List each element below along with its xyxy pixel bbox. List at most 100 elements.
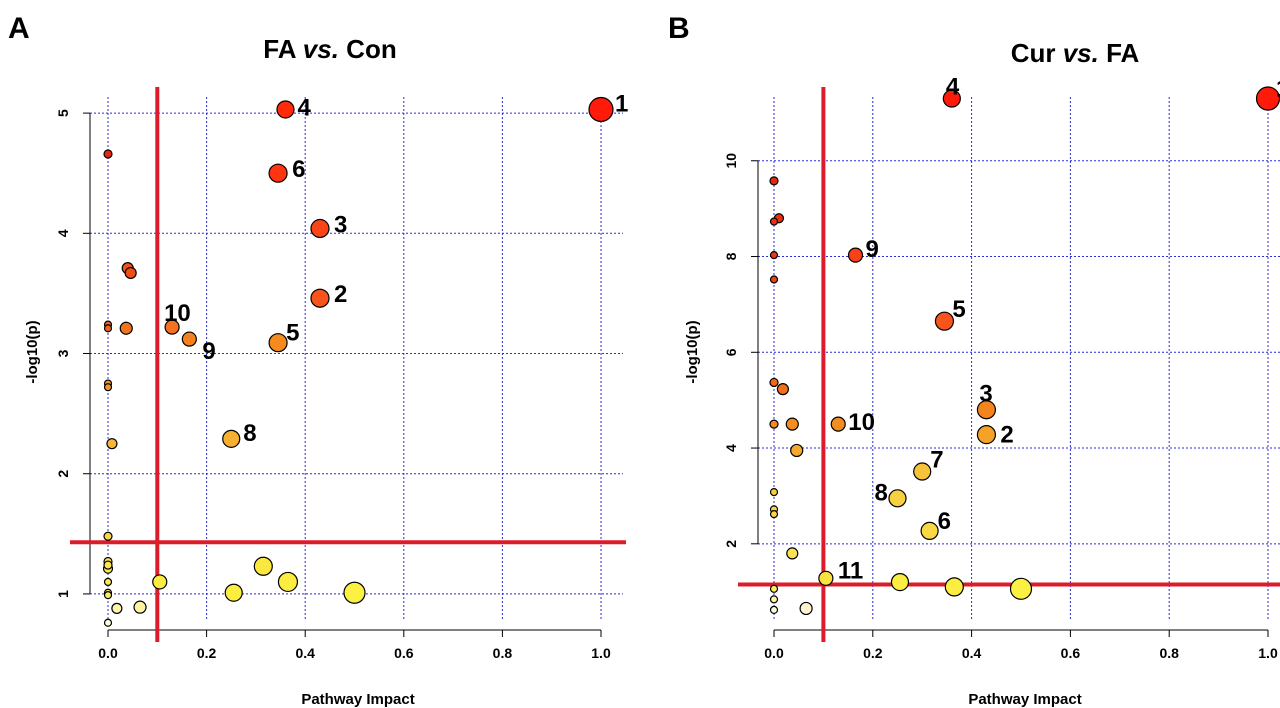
x-tick-label: 0.2 (863, 645, 883, 661)
grid (758, 97, 1280, 620)
data-point (769, 419, 779, 429)
data-point (103, 577, 113, 587)
data-point (769, 217, 779, 226)
point-label: 9 (866, 236, 879, 263)
y-tick-label: 3 (55, 349, 71, 357)
data-point (103, 591, 113, 600)
axes: 0.0 0.2 0.4 0.6 0.8 1.0 2 4 6 8 10 (723, 153, 1278, 661)
threshold-lines (738, 87, 1280, 642)
point-label: 11 (838, 557, 863, 584)
data-point (111, 602, 123, 614)
data-point (119, 321, 133, 335)
x-tick-label: 0.0 (98, 645, 118, 661)
data-point (588, 96, 614, 123)
data-point (920, 521, 939, 540)
x-tick-label: 0.6 (394, 645, 414, 661)
panel-b: B Cur vs. FA Pathway Impact -log10(p) 0.… (668, 12, 1280, 708)
data-point (268, 163, 288, 183)
data-point (268, 333, 288, 353)
point-label: 3 (979, 381, 992, 408)
data-point (976, 425, 997, 445)
title-italic: vs. (303, 34, 339, 64)
data-point (847, 247, 864, 263)
axes: 0.0 0.2 0.4 0.6 0.8 1.0 1 2 3 4 5 (55, 109, 611, 661)
point-label: 3 (334, 211, 347, 238)
data-point (103, 383, 113, 392)
title-main: Cur (1011, 38, 1063, 68)
y-axis-label: -log10(p) (684, 320, 701, 383)
x-tick-label: 0.0 (764, 645, 784, 661)
data-point (106, 438, 118, 450)
data-point (343, 581, 366, 604)
point-label: 4 (297, 94, 311, 121)
data-point (769, 605, 779, 614)
data-point (790, 443, 804, 458)
data-point (224, 583, 243, 602)
data-point (769, 584, 779, 593)
data-point (310, 288, 330, 308)
x-tick-label: 1.0 (591, 645, 611, 661)
x-tick-label: 0.8 (1159, 645, 1179, 661)
y-tick-label: 8 (723, 252, 739, 260)
chart-title: FA vs. Con (263, 34, 396, 64)
data-point (152, 574, 168, 590)
data-point (944, 577, 964, 597)
point-label: 2 (1000, 422, 1013, 449)
point-labels: 1 4 6 3 2 10 9 5 8 (164, 90, 628, 446)
data-points (769, 86, 1280, 616)
point-label: 9 (202, 338, 215, 365)
panel-a: A FA vs. Con Pathway Impact -log10(p) 0.… (8, 12, 628, 708)
x-axis-label: Pathway Impact (301, 691, 414, 708)
data-point (103, 149, 113, 159)
title-main: FA (263, 34, 302, 64)
data-point (103, 618, 113, 627)
data-point (310, 218, 330, 239)
data-point (103, 324, 113, 333)
y-tick-label: 10 (723, 153, 739, 169)
data-point (890, 573, 910, 592)
x-axis-label: Pathway Impact (968, 691, 1081, 708)
point-label: 1 (1276, 76, 1280, 103)
chart-title: Cur vs. FA (1011, 38, 1140, 68)
data-point (133, 600, 147, 614)
panel-letter: B (668, 12, 690, 45)
y-tick-label: 4 (55, 229, 71, 237)
data-point (769, 377, 779, 388)
data-point (277, 571, 299, 593)
x-tick-label: 0.4 (295, 645, 315, 661)
data-point (181, 331, 197, 347)
point-label: 1 (615, 90, 628, 117)
x-tick-label: 0.2 (197, 645, 217, 661)
point-label: 8 (243, 420, 256, 447)
y-tick-label: 2 (55, 470, 71, 478)
y-tick-label: 2 (723, 540, 739, 548)
data-point (253, 556, 273, 576)
point-label: 7 (930, 447, 943, 474)
point-label: 6 (938, 508, 951, 535)
data-point (913, 462, 932, 481)
point-label: 4 (946, 74, 960, 101)
data-point (276, 100, 295, 119)
data-point (799, 601, 813, 616)
data-points (102, 96, 614, 627)
title-rest: FA (1099, 38, 1140, 68)
title-italic: vs. (1063, 38, 1099, 68)
data-point (888, 489, 907, 508)
data-point (769, 510, 779, 519)
data-point (830, 416, 846, 432)
point-labels: 1 4 9 5 32 10 7 8 6 11 (838, 74, 1280, 585)
data-point (818, 570, 834, 586)
y-tick-label: 5 (55, 109, 71, 117)
y-tick-label: 4 (723, 444, 739, 452)
data-point (785, 417, 799, 431)
point-label: 10 (848, 409, 875, 436)
grid (90, 97, 623, 620)
point-label: 8 (875, 479, 888, 506)
panel-letter: A (8, 12, 30, 45)
point-label: 10 (164, 300, 191, 327)
y-axis-label: -log10(p) (24, 320, 41, 383)
data-point (976, 400, 997, 420)
data-point (769, 275, 779, 284)
x-tick-label: 0.4 (962, 645, 982, 661)
